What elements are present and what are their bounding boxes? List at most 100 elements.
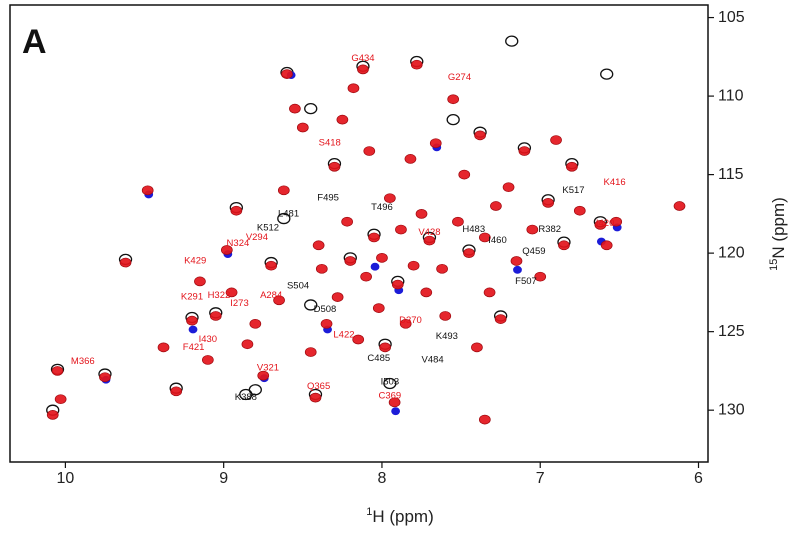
peak xyxy=(436,263,448,274)
panel-label: A xyxy=(22,23,47,61)
peak xyxy=(447,94,460,105)
peak xyxy=(230,205,243,216)
peak xyxy=(395,224,407,235)
y-axis-label-text: N (ppm) xyxy=(769,197,788,258)
peak xyxy=(384,193,396,204)
peak-label: K429 xyxy=(184,255,206,266)
peak xyxy=(379,342,391,353)
peak-label: I503 xyxy=(381,376,400,387)
peak xyxy=(502,182,515,193)
peak-label: G274 xyxy=(448,72,471,83)
peak xyxy=(54,394,67,405)
peak-label: F495 xyxy=(317,193,339,204)
y-axis-label-sup: 15 xyxy=(768,259,780,271)
peak xyxy=(328,161,341,172)
peak xyxy=(273,295,285,306)
peak xyxy=(225,287,238,298)
peak-label: C485 xyxy=(367,353,390,364)
peak-label: K291 xyxy=(181,292,203,303)
peak-label: A284 xyxy=(260,290,282,301)
peak xyxy=(370,262,380,271)
peak xyxy=(513,265,522,274)
peak xyxy=(241,339,254,350)
x-tick-label: 6 xyxy=(694,470,703,487)
peak xyxy=(277,185,290,196)
peak xyxy=(439,311,452,321)
peak xyxy=(673,201,686,211)
x-tick-label: 9 xyxy=(219,470,228,487)
peak xyxy=(407,260,420,271)
peak xyxy=(188,325,198,334)
peak-contour xyxy=(277,212,291,225)
peak xyxy=(518,146,531,156)
peak xyxy=(391,407,401,416)
peak-label: S418 xyxy=(319,138,341,149)
peak xyxy=(320,318,333,329)
peak xyxy=(463,248,475,258)
peak-label: H322 xyxy=(208,290,231,301)
peak xyxy=(357,64,369,75)
peak xyxy=(423,235,436,246)
x-tick-label: 8 xyxy=(377,470,386,487)
peak-label: L422 xyxy=(333,329,354,340)
peak-label: V484 xyxy=(422,354,444,365)
x-axis-label: 1H (ppm) xyxy=(366,506,434,527)
peak xyxy=(494,314,507,324)
peak xyxy=(209,311,222,321)
peak xyxy=(534,271,547,282)
peak-contour xyxy=(304,102,318,115)
peak-label: M366 xyxy=(71,356,95,367)
peak-label: K388 xyxy=(235,392,257,403)
peak xyxy=(201,355,214,365)
peak xyxy=(360,271,372,282)
peak xyxy=(194,276,206,287)
peak xyxy=(573,205,586,216)
peak xyxy=(99,372,111,383)
peak xyxy=(265,260,278,271)
peak xyxy=(304,347,317,357)
peak xyxy=(388,397,401,408)
peak xyxy=(483,287,496,298)
peak xyxy=(429,138,442,149)
peak xyxy=(542,198,554,208)
peak-contour xyxy=(239,388,253,401)
y-tick-label: 125 xyxy=(718,323,745,340)
x-axis-label-text: H (ppm) xyxy=(372,507,433,526)
peak-label: I430 xyxy=(199,334,218,345)
peak-label: V294 xyxy=(246,232,268,243)
peak xyxy=(420,287,433,298)
peak-contour xyxy=(383,377,397,390)
peak xyxy=(376,252,388,263)
peak xyxy=(347,83,360,94)
peak xyxy=(471,342,483,353)
peak xyxy=(510,256,523,266)
peak-label: S504 xyxy=(287,281,309,292)
y-tick-label: 115 xyxy=(718,166,744,183)
plot-area xyxy=(46,35,686,425)
peak xyxy=(550,135,562,145)
peak xyxy=(220,245,233,255)
peak xyxy=(257,370,270,381)
peak xyxy=(410,59,423,70)
peak xyxy=(391,279,404,290)
peak xyxy=(119,257,132,268)
peak xyxy=(51,366,64,376)
peak xyxy=(341,216,353,227)
peak xyxy=(490,201,502,211)
peak-contour xyxy=(446,113,460,126)
peak-label: T496 xyxy=(371,202,393,213)
peak xyxy=(478,414,491,425)
peak xyxy=(478,232,491,243)
y-tick-label: 120 xyxy=(718,244,745,261)
peak-label: V321 xyxy=(257,362,279,373)
y-tick-label: 130 xyxy=(718,401,745,418)
peak-label: N324 xyxy=(227,238,250,249)
peak-label: H483 xyxy=(462,224,485,235)
peak xyxy=(594,220,607,230)
peak-label: D508 xyxy=(314,304,337,315)
peak xyxy=(170,386,183,397)
peak xyxy=(309,392,322,403)
peak xyxy=(610,216,623,227)
